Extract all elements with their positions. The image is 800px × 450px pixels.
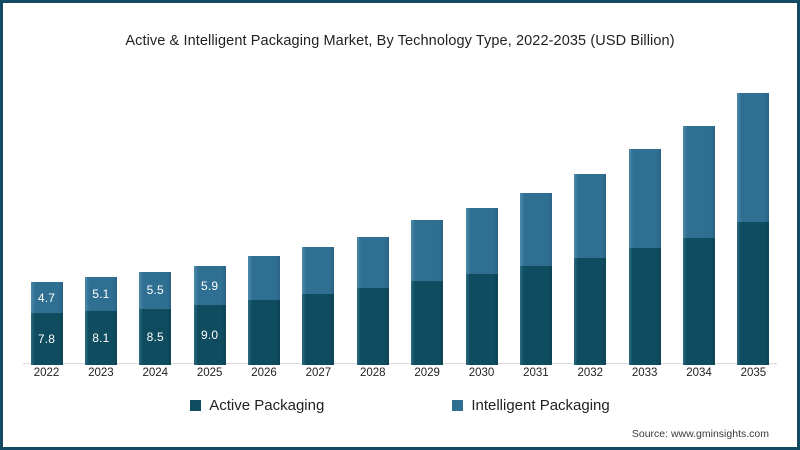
- bar-value-label: 7.8: [37, 332, 56, 347]
- bar-segment-intelligent-packaging[interactable]: 5.9: [193, 266, 226, 306]
- bar-segment-active-packaging[interactable]: [737, 222, 770, 365]
- x-axis-tick-label: 2027: [305, 367, 332, 379]
- stacked-bar[interactable]: [574, 173, 607, 365]
- stacked-bar[interactable]: [737, 93, 770, 365]
- plot-area: 4.7 7.8 5.1 8.1 5.5 8.5 5.9 9.0: [23, 73, 777, 365]
- stacked-bar[interactable]: [411, 220, 444, 365]
- x-axis-tick-label: 2022: [33, 367, 60, 379]
- stacked-bar[interactable]: [356, 236, 389, 365]
- bar-value-label: 8.5: [146, 329, 164, 344]
- x-axis-labels: 2022 2023 2024 2025 2026 2027 2028 2029 2030 2031…: [23, 367, 777, 385]
- bar-segment-intelligent-packaging[interactable]: [248, 256, 280, 300]
- legend-swatch-icon: [452, 400, 464, 411]
- bar-column[interactable]: [458, 75, 505, 365]
- bar-column[interactable]: [730, 75, 777, 365]
- bar-segment-active-packaging[interactable]: [248, 300, 280, 365]
- bar-segment-active-packaging[interactable]: 8.1: [84, 311, 117, 365]
- bar-column[interactable]: [567, 75, 614, 365]
- x-axis-tick-label: 2033: [631, 367, 658, 379]
- x-axis-tick-label: 2024: [142, 367, 169, 379]
- bar-value-label: 8.1: [92, 331, 110, 346]
- stacked-bar[interactable]: 5.5 8.5: [139, 272, 172, 365]
- bar-segment-active-packaging[interactable]: 9.0: [193, 305, 226, 365]
- bar-segment-active-packaging[interactable]: 8.5: [139, 308, 172, 365]
- stacked-bar[interactable]: 5.1 8.1: [84, 277, 117, 365]
- legend-label: Active Packaging: [209, 397, 325, 414]
- bar-column[interactable]: [676, 75, 723, 365]
- stacked-bar[interactable]: [465, 207, 498, 365]
- x-axis-line: [23, 363, 777, 364]
- bar-segment-active-packaging[interactable]: [411, 281, 444, 365]
- legend-item[interactable]: Intelligent Packaging: [452, 397, 610, 414]
- bar-segment-active-packaging[interactable]: [683, 237, 715, 365]
- bar-value-label: 9.0: [200, 328, 219, 343]
- bar-segment-active-packaging[interactable]: [628, 248, 661, 365]
- x-axis-tick-label: 2025: [196, 367, 223, 379]
- bar-column[interactable]: [404, 75, 451, 365]
- x-axis-tick-label: 2029: [414, 367, 440, 379]
- bar-segment-intelligent-packaging[interactable]: [356, 236, 389, 289]
- bar-group: 4.7 7.8 5.1 8.1 5.5 8.5 5.9 9.0: [23, 73, 777, 365]
- bar-value-label: 5.5: [146, 283, 164, 298]
- bar-column[interactable]: [295, 75, 342, 365]
- bar-segment-active-packaging[interactable]: [574, 257, 607, 365]
- legend-label: Intelligent Packaging: [471, 397, 610, 414]
- chart-title: Active & Intelligent Packaging Market, B…: [125, 33, 675, 49]
- bar-segment-active-packaging[interactable]: [302, 294, 335, 365]
- stacked-bar[interactable]: [519, 192, 552, 365]
- x-axis-tick-label: 2030: [468, 367, 495, 379]
- bar-segment-intelligent-packaging[interactable]: [519, 192, 552, 267]
- x-axis-tick-label: 2034: [686, 367, 712, 379]
- bar-segment-intelligent-packaging[interactable]: 5.1: [84, 277, 117, 312]
- source-attribution: Source: www.gminsights.com: [631, 428, 769, 440]
- x-axis-tick-label: 2031: [523, 367, 549, 379]
- bar-column[interactable]: [349, 75, 396, 365]
- bar-segment-active-packaging[interactable]: 7.8: [30, 313, 63, 365]
- stacked-bar[interactable]: 5.9 9.0: [193, 266, 226, 365]
- bar-segment-intelligent-packaging[interactable]: 5.5: [139, 272, 172, 309]
- stacked-bar[interactable]: [628, 149, 661, 365]
- bar-segment-intelligent-packaging[interactable]: [574, 173, 607, 258]
- x-axis-tick-label: 2028: [359, 367, 386, 379]
- bar-segment-intelligent-packaging[interactable]: [683, 126, 715, 238]
- bar-column[interactable]: [241, 75, 288, 365]
- legend-swatch-icon: [190, 400, 202, 411]
- bar-segment-active-packaging[interactable]: [465, 274, 498, 365]
- bar-segment-intelligent-packaging[interactable]: [737, 93, 770, 223]
- bar-column[interactable]: 4.7 7.8: [23, 75, 70, 365]
- legend-item[interactable]: Active Packaging: [190, 397, 324, 414]
- x-axis-tick-label: 2035: [740, 367, 767, 379]
- bar-column[interactable]: [512, 75, 559, 365]
- bar-value-label: 4.7: [37, 290, 56, 305]
- bar-value-label: 5.1: [92, 287, 110, 302]
- bar-column[interactable]: [621, 75, 668, 365]
- bar-segment-intelligent-packaging[interactable]: [411, 220, 444, 282]
- x-axis-tick-label: 2026: [251, 367, 277, 379]
- stacked-bar[interactable]: 4.7 7.8: [30, 282, 63, 365]
- stacked-bar[interactable]: [683, 126, 715, 365]
- bar-column[interactable]: 5.5 8.5: [132, 75, 179, 365]
- bar-column[interactable]: 5.1 8.1: [77, 75, 124, 365]
- x-axis-tick-label: 2023: [88, 367, 114, 379]
- chart-legend: Active Packaging Intelligent Packaging: [3, 397, 797, 414]
- bar-segment-active-packaging[interactable]: [519, 266, 552, 365]
- x-axis-tick-label: 2032: [577, 367, 604, 379]
- bar-value-label: 5.9: [200, 278, 219, 293]
- bar-column[interactable]: 5.9 9.0: [186, 75, 233, 365]
- bar-segment-intelligent-packaging[interactable]: 4.7: [30, 282, 63, 314]
- stacked-bar[interactable]: [302, 246, 335, 365]
- bar-segment-intelligent-packaging[interactable]: [628, 149, 661, 249]
- bar-segment-active-packaging[interactable]: [356, 288, 389, 365]
- bar-segment-intelligent-packaging[interactable]: [302, 246, 335, 295]
- bar-segment-intelligent-packaging[interactable]: [465, 207, 498, 275]
- stacked-bar[interactable]: [248, 256, 280, 365]
